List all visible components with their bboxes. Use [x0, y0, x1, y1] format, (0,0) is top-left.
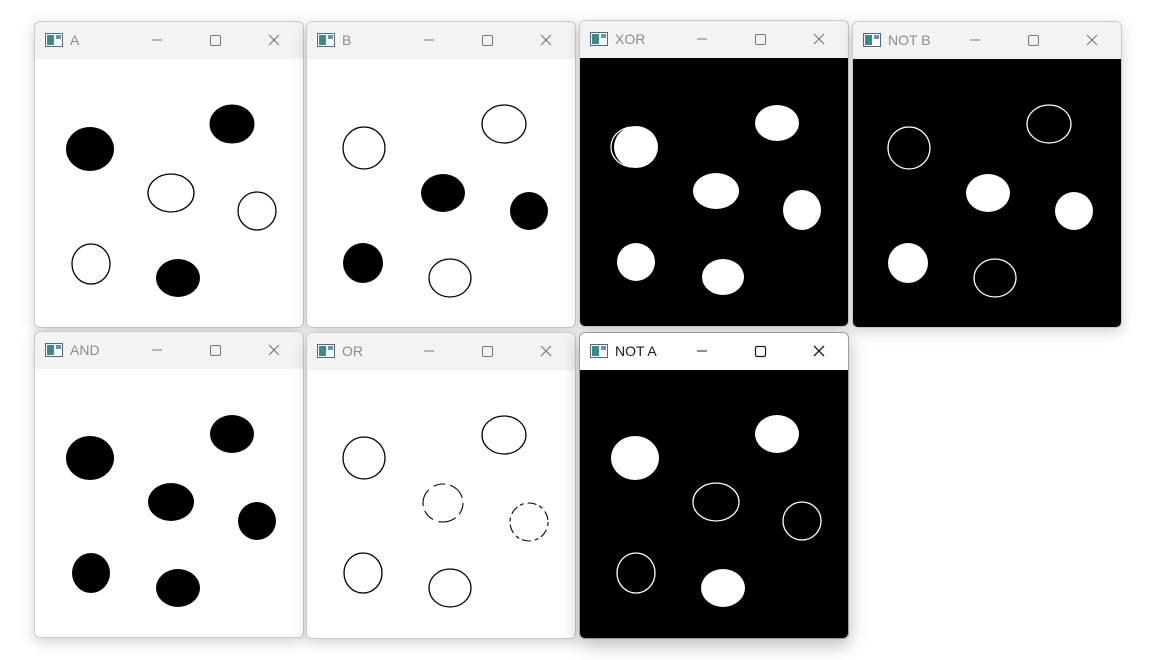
image-canvas — [35, 59, 303, 327]
maximize-button[interactable] — [475, 29, 499, 51]
app-icon — [863, 33, 881, 47]
image-canvas — [307, 370, 575, 638]
image-canvas — [853, 59, 1121, 327]
minimize-button[interactable] — [145, 29, 169, 51]
maximize-icon — [482, 35, 493, 46]
minimize-icon — [424, 350, 434, 352]
minimize-icon — [970, 39, 980, 41]
close-icon — [1086, 34, 1098, 46]
minimize-button[interactable] — [690, 340, 714, 362]
close-icon — [540, 345, 552, 357]
close-icon — [540, 34, 552, 46]
close-icon — [813, 345, 825, 357]
minimize-icon — [697, 38, 707, 40]
window-not-b[interactable]: NOT B — [852, 21, 1122, 328]
window-and[interactable]: AND — [34, 331, 304, 638]
image-and — [35, 369, 303, 637]
minimize-button[interactable] — [690, 28, 714, 50]
maximize-button[interactable] — [1021, 29, 1045, 51]
app-icon — [45, 33, 63, 47]
image-not-b — [853, 59, 1121, 327]
title-bar[interactable]: NOT B — [853, 22, 1121, 59]
close-button[interactable] — [534, 29, 558, 51]
window-not-a[interactable]: NOT A — [579, 332, 849, 639]
app-icon — [317, 344, 335, 358]
title-bar[interactable]: AND — [35, 332, 303, 369]
image-canvas — [580, 58, 848, 326]
maximize-button[interactable] — [203, 339, 227, 361]
window-title: XOR — [615, 31, 646, 47]
minimize-button[interactable] — [963, 29, 987, 51]
maximize-icon — [755, 34, 766, 45]
window-title: AND — [70, 342, 100, 358]
window-b[interactable]: B — [306, 21, 576, 328]
image-canvas — [580, 370, 848, 638]
window-title: A — [70, 32, 80, 48]
window-title: NOT A — [615, 343, 657, 359]
image-xor — [580, 58, 848, 326]
title-bar[interactable]: XOR — [580, 21, 848, 58]
maximize-icon — [210, 35, 221, 46]
title-bar[interactable]: A — [35, 22, 303, 59]
close-icon — [268, 344, 280, 356]
close-button[interactable] — [807, 340, 831, 362]
image-canvas — [307, 59, 575, 327]
close-icon — [268, 34, 280, 46]
app-icon — [45, 343, 63, 357]
maximize-icon — [210, 345, 221, 356]
title-bar[interactable]: OR — [307, 333, 575, 370]
close-button[interactable] — [807, 28, 831, 50]
image-canvas — [35, 369, 303, 637]
maximize-icon — [1028, 35, 1039, 46]
minimize-icon — [697, 350, 707, 352]
window-title: NOT B — [888, 32, 931, 48]
minimize-icon — [424, 39, 434, 41]
app-icon — [590, 344, 608, 358]
app-icon — [317, 33, 335, 47]
maximize-button[interactable] — [203, 29, 227, 51]
title-bar[interactable]: B — [307, 22, 575, 59]
maximize-icon — [754, 345, 767, 358]
title-bar[interactable]: NOT A — [580, 333, 848, 370]
app-icon — [590, 32, 608, 46]
window-title: OR — [342, 343, 363, 359]
close-icon — [813, 33, 825, 45]
maximize-button[interactable] — [748, 28, 772, 50]
image-not-a — [580, 370, 848, 638]
window-a[interactable]: A — [34, 21, 304, 328]
minimize-button[interactable] — [145, 339, 169, 361]
close-button[interactable] — [262, 339, 286, 361]
close-button[interactable] — [534, 340, 558, 362]
image-b — [307, 59, 575, 327]
image-or — [307, 370, 575, 638]
maximize-icon — [482, 346, 493, 357]
window-xor[interactable]: XOR — [579, 20, 849, 327]
minimize-icon — [152, 349, 162, 351]
minimize-button[interactable] — [417, 29, 441, 51]
maximize-button[interactable] — [748, 340, 772, 362]
maximize-button[interactable] — [475, 340, 499, 362]
close-button[interactable] — [1080, 29, 1104, 51]
close-button[interactable] — [262, 29, 286, 51]
minimize-icon — [152, 39, 162, 41]
window-or[interactable]: OR — [306, 332, 576, 639]
window-title: B — [342, 32, 352, 48]
image-a — [35, 59, 303, 327]
minimize-button[interactable] — [417, 340, 441, 362]
